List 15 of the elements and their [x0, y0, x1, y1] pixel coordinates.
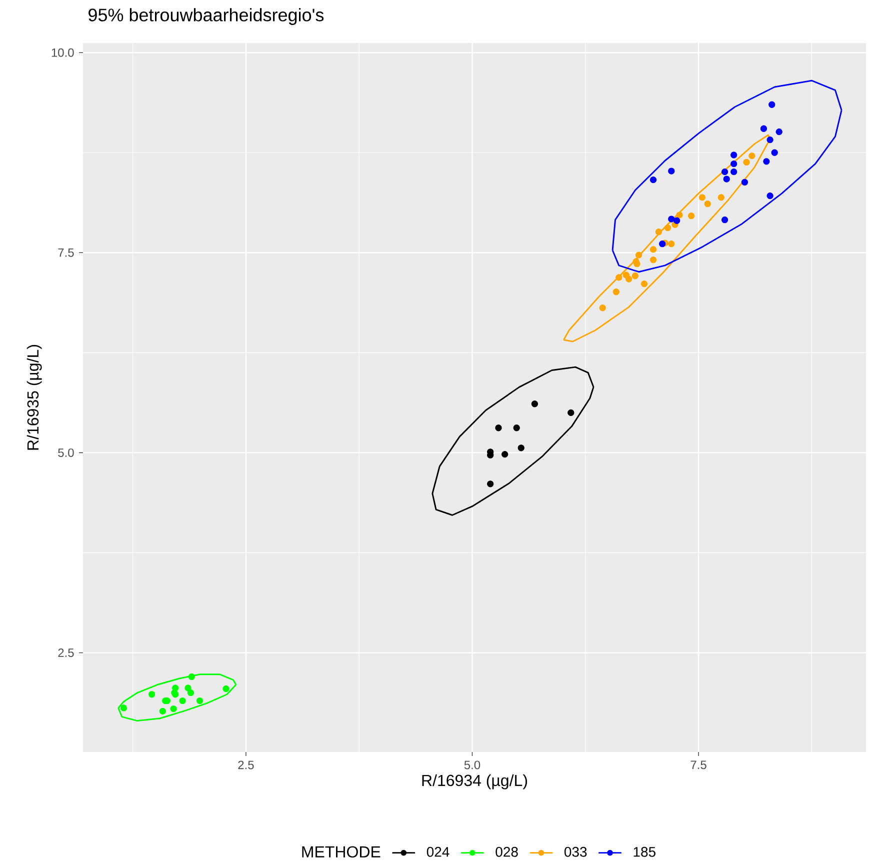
x-tick-label: 2.5 — [238, 760, 254, 770]
legend-label: 185 — [634, 846, 656, 857]
y-tick-label: 5.0 — [58, 448, 74, 457]
x-axis-title: R/16934 (µg/L) — [422, 774, 527, 790]
legend-title: METHODE — [302, 846, 380, 858]
y-axis-title: R/16935 (µg/L) — [26, 344, 42, 450]
legend-label: 028 — [496, 846, 518, 857]
legend-label: 024 — [426, 846, 450, 857]
legend-label: 033 — [564, 846, 587, 857]
chart-title: 95% betrouwbaarheidsregio's — [88, 8, 324, 25]
x-tick-label: 7.5 — [690, 760, 706, 770]
y-tick-label: 10.0 — [52, 48, 74, 57]
y-tick-label: 7.5 — [58, 248, 74, 257]
x-tick-label: 5.0 — [464, 760, 480, 770]
y-tick-label: 2.5 — [58, 648, 74, 658]
